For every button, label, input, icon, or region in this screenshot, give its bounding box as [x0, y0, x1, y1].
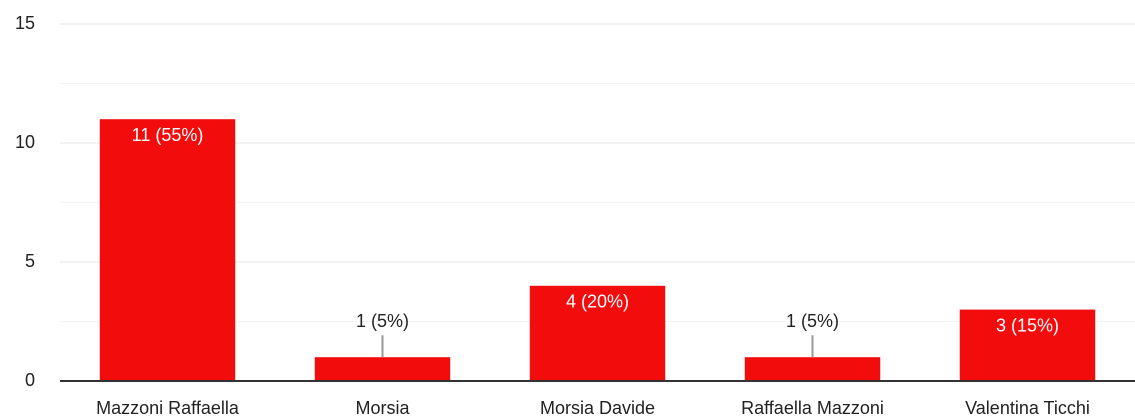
- y-tick-label: 10: [15, 132, 35, 152]
- x-tick-label: Valentina Ticchi: [965, 398, 1090, 418]
- bar: [529, 285, 666, 381]
- bar: [314, 357, 451, 381]
- y-tick-label: 5: [25, 251, 35, 271]
- data-label: 4 (20%): [566, 292, 629, 312]
- bar: [959, 309, 1096, 381]
- data-label: 11 (55%): [132, 125, 204, 145]
- x-tick-label: Raffaella Mazzoni: [741, 398, 884, 418]
- y-tick-label: 15: [15, 13, 35, 33]
- x-tick-label: Morsia Davide: [540, 398, 655, 418]
- data-label: 1 (5%): [356, 311, 409, 331]
- data-label: 3 (15%): [996, 315, 1059, 335]
- data-label: 1 (5%): [786, 311, 839, 331]
- bar: [744, 357, 881, 381]
- bar: [99, 119, 236, 381]
- x-tick-label: Morsia: [355, 398, 410, 418]
- y-tick-label: 0: [25, 370, 35, 390]
- x-tick-label: Mazzoni Raffaella: [96, 398, 240, 418]
